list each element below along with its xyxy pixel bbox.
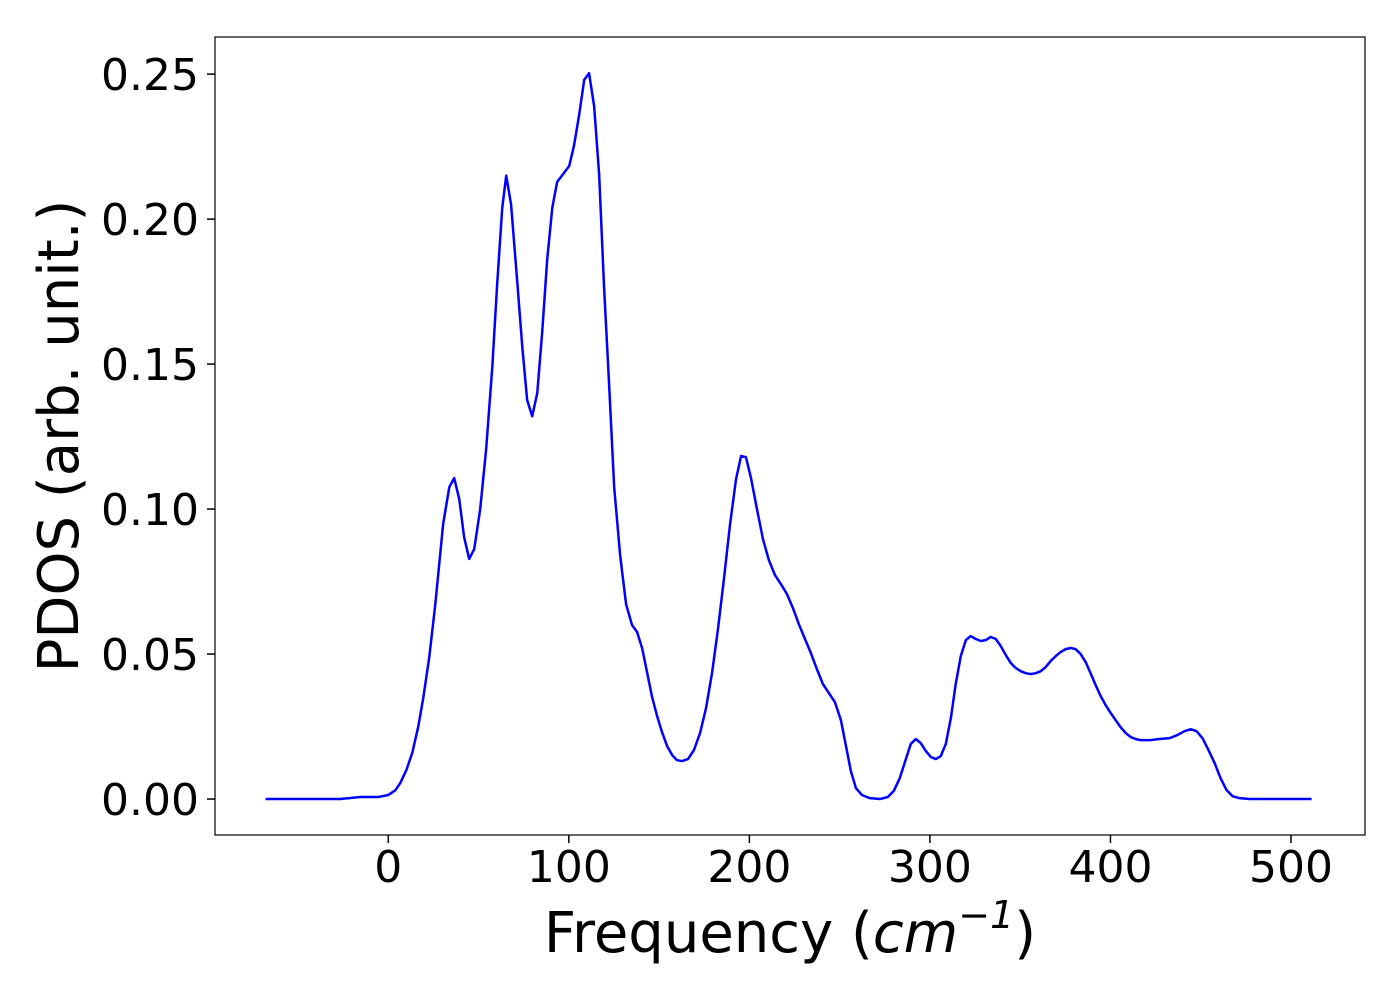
y-axis-label: PDOS (arb. unit.)	[27, 200, 92, 673]
y-tick-label: 0.00	[101, 775, 199, 826]
x-label-unit: cm	[873, 901, 958, 966]
y-tick-label: 0.05	[101, 630, 199, 681]
y-tick-label: 0.10	[101, 485, 199, 536]
x-tick-label: 500	[1249, 842, 1333, 893]
x-tick-label: 0	[374, 842, 402, 893]
x-axis-label: Frequency (cm−1)	[544, 893, 1036, 966]
plot-frame	[214, 36, 1366, 836]
x-tick-label: 400	[1068, 842, 1152, 893]
x-label-text: Frequency (	[544, 901, 873, 966]
y-tick-label: 0.20	[101, 195, 199, 246]
x-label-exponent: −1	[958, 893, 1014, 937]
x-label-close: )	[1014, 901, 1036, 966]
y-tick-label: 0.15	[101, 340, 199, 391]
y-tick-label: 0.25	[101, 50, 199, 101]
x-tick-label: 300	[888, 842, 972, 893]
x-tick-label: 100	[527, 842, 611, 893]
x-tick-label: 200	[707, 842, 791, 893]
pdos-line	[265, 72, 1312, 801]
